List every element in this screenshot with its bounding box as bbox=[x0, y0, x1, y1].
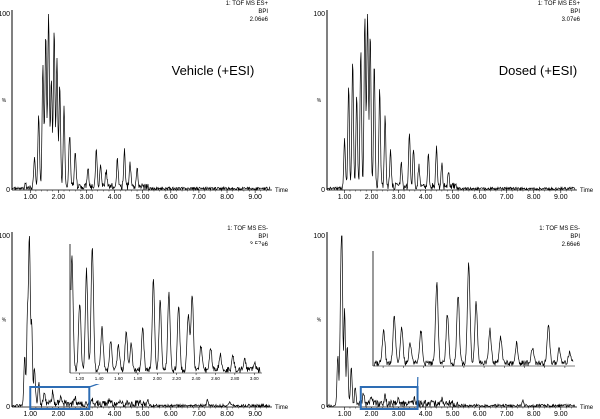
inset-trace bbox=[70, 248, 261, 374]
x-axis-label: Time bbox=[580, 405, 594, 411]
x-tick-label: 7.00 bbox=[500, 194, 514, 201]
x-tick-label: 1.00 bbox=[338, 411, 352, 418]
panel-dosed-neg-esi: 100 0% 1.00 2.00 3.00 4.00 5.00 6.00 7.00 8.00 9.0… bbox=[313, 226, 593, 418]
y-tick-label-top: 100 bbox=[313, 11, 325, 18]
x-tick-label: 2.00 bbox=[365, 194, 379, 201]
signal-label: BPI bbox=[570, 234, 580, 240]
panel-vehicle-neg-esi: 100 0% 1.00 2.00 3.00 4.00 5.00 6.00 7.00 8.00 9.0… bbox=[0, 226, 289, 418]
inset-x-tick-label: 1.40 bbox=[95, 376, 104, 381]
y-tick-label-top: 100 bbox=[0, 233, 10, 240]
x-tick-label: 1.00 bbox=[23, 194, 37, 201]
y-tick-label-bottom: 0 bbox=[321, 404, 325, 411]
intensity-label: 2.06e6 bbox=[250, 17, 269, 23]
x-tick-label: 8.00 bbox=[527, 194, 541, 201]
x-tick-label: 7.00 bbox=[192, 194, 206, 201]
x-tick-label: 4.00 bbox=[419, 194, 433, 201]
panel-vehicle-pos-esi: 100 0% 1.00 2.00 3.00 4.00 5.00 6.00 7.00 8.00 9.0… bbox=[0, 1, 289, 201]
signal-label: BPI bbox=[258, 234, 268, 240]
x-tick-label: 4.00 bbox=[419, 411, 433, 418]
intensity-label: 3.07e6 bbox=[562, 17, 581, 23]
zoom-region-box bbox=[29, 386, 91, 410]
x-tick-label: 3.00 bbox=[80, 194, 94, 201]
signal-label: BPI bbox=[258, 9, 268, 15]
chromatogram-trace bbox=[326, 235, 576, 409]
intensity-label: 2.66e6 bbox=[562, 242, 581, 248]
y-axis-label: % bbox=[2, 318, 7, 324]
x-tick-label: 6.00 bbox=[473, 194, 487, 201]
x-tick-label: 5.00 bbox=[136, 411, 150, 418]
x-axis-label: Time bbox=[580, 188, 594, 194]
x-tick-label: 2.00 bbox=[52, 194, 66, 201]
y-axis-label: % bbox=[317, 318, 322, 324]
x-tick-label: 5.00 bbox=[136, 194, 150, 201]
inset-x-tick-label: 1.20 bbox=[75, 376, 84, 381]
y-tick-label-top: 100 bbox=[313, 233, 325, 240]
chart-title: Dosed (+ESI) bbox=[499, 63, 577, 78]
chromatogram-trace bbox=[11, 235, 271, 409]
ms-mode-label: 1: TOF MS ES- bbox=[227, 226, 268, 232]
x-tick-label: 4.00 bbox=[108, 411, 122, 418]
x-tick-label: 1.00 bbox=[23, 411, 37, 418]
ms-mode-label: 1: TOF MS ES+ bbox=[538, 1, 581, 7]
x-tick-label: 3.00 bbox=[80, 411, 94, 418]
ms-mode-label: 1: TOF MS ES+ bbox=[226, 1, 269, 7]
y-tick-label-bottom: 0 bbox=[6, 187, 10, 194]
inset-x-tick-label: 2.60 bbox=[211, 376, 220, 381]
x-tick-label: 9.00 bbox=[248, 194, 262, 201]
ms-mode-label: 1: TOF MS ES- bbox=[539, 226, 580, 232]
zoom-region-box bbox=[359, 386, 419, 410]
x-tick-label: 8.00 bbox=[527, 411, 541, 418]
inset-background bbox=[70, 244, 262, 384]
x-tick-label: 6.00 bbox=[473, 411, 487, 418]
x-tick-label: 1.00 bbox=[338, 194, 352, 201]
inset-x-tick-label: 2.20 bbox=[172, 376, 181, 381]
chromatogram-trace bbox=[11, 13, 271, 192]
inset-x-tick-label: 1.80 bbox=[133, 376, 142, 381]
y-axis-label: % bbox=[317, 98, 322, 104]
x-tick-label: 6.00 bbox=[164, 194, 178, 201]
x-tick-label: 3.00 bbox=[392, 194, 406, 201]
inset-trace bbox=[373, 262, 574, 367]
x-tick-label: 2.00 bbox=[52, 411, 66, 418]
y-axis-label: % bbox=[2, 98, 7, 104]
inset-chart: 1.20 1.40 1.60 1.80 2.00 2.20 2.40 2.60 2.80 3.00 bbox=[69, 244, 262, 384]
y-tick-label-bottom: 0 bbox=[6, 404, 10, 411]
signal-label: BPI bbox=[570, 9, 580, 15]
inset-x-tick-label: 2.80 bbox=[230, 376, 239, 381]
x-axis-label: Time bbox=[275, 188, 289, 194]
x-axis-label: Time bbox=[275, 405, 289, 411]
inset-x-tick-label: 3.00 bbox=[250, 376, 259, 381]
x-tick-label: 2.00 bbox=[365, 411, 379, 418]
inset-x-tick-label: 2.00 bbox=[153, 376, 162, 381]
x-tick-label: 7.00 bbox=[500, 411, 514, 418]
x-tick-label: 8.00 bbox=[220, 411, 234, 418]
x-tick-label: 9.00 bbox=[554, 411, 568, 418]
inset-x-tick-label: 2.40 bbox=[192, 376, 201, 381]
chart-title: Vehicle (+ESI) bbox=[172, 63, 255, 78]
inset-background bbox=[373, 251, 575, 377]
x-tick-label: 9.00 bbox=[554, 194, 568, 201]
x-tick-label: 5.00 bbox=[446, 194, 460, 201]
y-tick-label-bottom: 0 bbox=[321, 187, 325, 194]
chromatogram-trace bbox=[326, 13, 576, 192]
x-tick-label: 5.00 bbox=[446, 411, 460, 418]
x-tick-label: 7.00 bbox=[192, 411, 206, 418]
x-tick-label: 8.00 bbox=[220, 194, 234, 201]
x-tick-label: 6.00 bbox=[164, 411, 178, 418]
inset-chart bbox=[372, 251, 575, 377]
y-tick-label-top: 100 bbox=[0, 11, 10, 18]
inset-x-tick-label: 1.60 bbox=[114, 376, 123, 381]
panel-dosed-pos-esi: 100 0% 1.00 2.00 3.00 4.00 5.00 6.00 7.00 8.00 9.0… bbox=[313, 1, 593, 201]
x-tick-label: 9.00 bbox=[248, 411, 262, 418]
x-tick-label: 4.00 bbox=[108, 194, 122, 201]
x-tick-label: 3.00 bbox=[392, 411, 406, 418]
